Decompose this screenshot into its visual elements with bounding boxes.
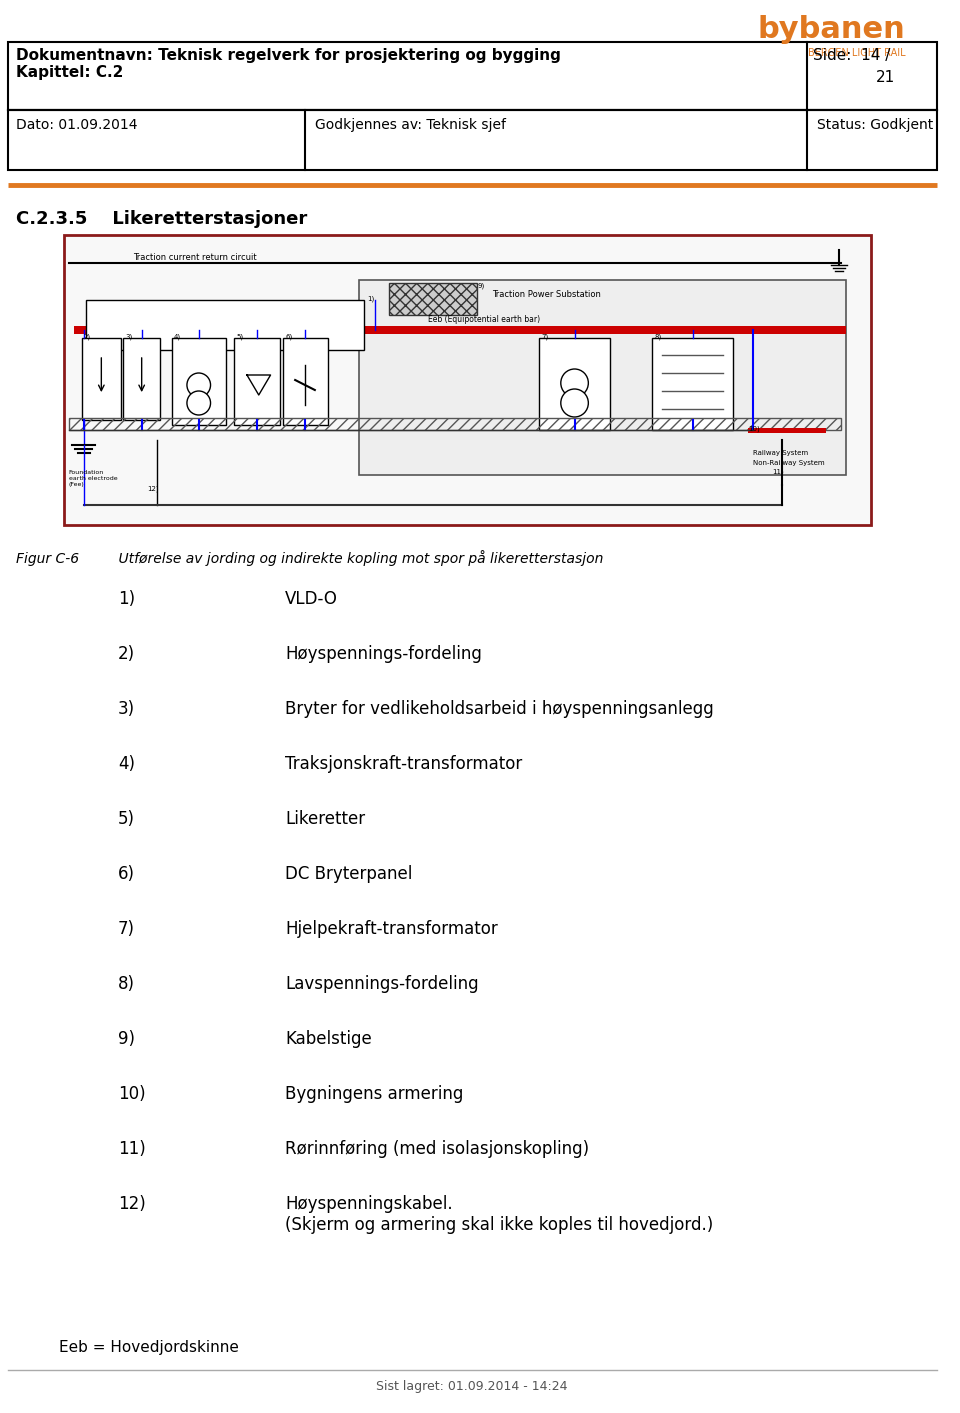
Bar	[389, 283, 477, 315]
Circle shape	[561, 389, 588, 417]
Text: Likeretter: Likeretter	[285, 810, 366, 828]
Text: 11): 11)	[118, 1140, 146, 1159]
Text: Bygningens armering: Bygningens armering	[285, 1085, 464, 1104]
Text: 8): 8)	[655, 333, 661, 339]
Text: Kabelstige: Kabelstige	[285, 1030, 372, 1048]
Bar	[359, 280, 846, 475]
Bar	[8, 110, 937, 170]
Text: 3): 3)	[118, 699, 135, 718]
Text: Bryter for vedlikeholdsarbeid i høyspenningsanlegg: Bryter for vedlikeholdsarbeid i høyspenn…	[285, 699, 714, 718]
Text: 4): 4)	[174, 333, 181, 339]
Text: Dato: 01.09.2014: Dato: 01.09.2014	[15, 119, 137, 131]
Text: 12): 12)	[118, 1195, 146, 1212]
Text: 7): 7)	[118, 920, 135, 938]
Circle shape	[187, 373, 210, 397]
Text: Godkjennes av: Teknisk sjef: Godkjennes av: Teknisk sjef	[315, 119, 506, 131]
Bar	[283, 338, 327, 425]
Text: 5): 5)	[118, 810, 135, 828]
Text: Eeb = Hovedjordskinne: Eeb = Hovedjordskinne	[59, 1340, 239, 1355]
Text: 5): 5)	[236, 333, 243, 339]
Text: Rørinnføring (med isolasjonskopling): Rørinnføring (med isolasjonskopling)	[285, 1140, 589, 1159]
Text: Traction current return circuit: Traction current return circuit	[132, 253, 256, 261]
Circle shape	[561, 369, 588, 397]
Text: BERGEN LIGHT RAIL: BERGEN LIGHT RAIL	[807, 48, 905, 58]
Bar	[748, 428, 827, 432]
Text: Dokumentnavn: Teknisk regelverk for prosjektering og bygging
Kapittel: C.2: Dokumentnavn: Teknisk regelverk for pros…	[15, 48, 561, 81]
Text: Status: Godkjent: Status: Godkjent	[817, 119, 933, 131]
Text: 9): 9)	[477, 283, 485, 288]
Text: 21: 21	[876, 71, 896, 85]
Bar	[123, 338, 160, 420]
Text: C.2.3.5    Likeretterstasjoner: C.2.3.5 Likeretterstasjoner	[15, 211, 307, 227]
Text: Side:  14 /: Side: 14 /	[813, 48, 890, 64]
Text: 9): 9)	[118, 1030, 135, 1048]
Text: Figur C-6         Utførelse av jording og indirekte kopling mot spor på likerett: Figur C-6 Utførelse av jording og indire…	[15, 550, 603, 567]
Bar	[82, 338, 121, 420]
Text: DC Bryterpanel: DC Bryterpanel	[285, 865, 413, 883]
Text: Traction Power Substation: Traction Power Substation	[492, 290, 600, 300]
Bar	[540, 338, 610, 430]
Text: 6): 6)	[118, 865, 135, 883]
Text: 10): 10)	[118, 1085, 146, 1104]
Text: Eeb (Equipotential earth bar): Eeb (Equipotential earth bar)	[428, 315, 540, 324]
Text: Sist lagret: 01.09.2014 - 14:24: Sist lagret: 01.09.2014 - 14:24	[376, 1381, 568, 1393]
Bar	[652, 338, 733, 430]
Bar	[64, 235, 871, 526]
Text: bybanen: bybanen	[757, 16, 905, 44]
Circle shape	[187, 391, 210, 415]
Text: Høyspennings-fordeling: Høyspennings-fordeling	[285, 644, 482, 663]
Bar	[69, 418, 841, 430]
Bar	[8, 42, 937, 110]
Text: Non-Railway System: Non-Railway System	[753, 461, 825, 466]
Text: Railway System: Railway System	[753, 449, 807, 456]
Text: Høyspenningskabel.
(Skjerm og armering skal ikke koples til hovedjord.): Høyspenningskabel. (Skjerm og armering s…	[285, 1195, 713, 1234]
Text: 6): 6)	[285, 333, 293, 339]
Text: 10): 10)	[748, 425, 759, 431]
Text: 1): 1)	[367, 295, 374, 301]
Text: 3): 3)	[125, 333, 132, 339]
Text: 2): 2)	[84, 333, 91, 339]
Text: 7): 7)	[541, 333, 548, 339]
Text: 1): 1)	[118, 591, 135, 608]
Bar	[234, 338, 280, 425]
Text: VLD-O: VLD-O	[285, 591, 338, 608]
Text: Hjelpekraft-transformator: Hjelpekraft-transformator	[285, 920, 498, 938]
Text: 12): 12)	[148, 485, 159, 492]
Text: Traksjonskraft-transformator: Traksjonskraft-transformator	[285, 755, 522, 773]
Text: Foundation
earth electrode
(Fee): Foundation earth electrode (Fee)	[69, 471, 117, 486]
Text: 8): 8)	[118, 975, 135, 993]
Bar	[172, 338, 227, 425]
Text: 11): 11)	[773, 468, 784, 475]
Text: 2): 2)	[118, 644, 135, 663]
Text: 4): 4)	[118, 755, 135, 773]
Bar	[85, 300, 364, 350]
Text: Lavspennings-fordeling: Lavspennings-fordeling	[285, 975, 479, 993]
Bar	[74, 326, 846, 333]
